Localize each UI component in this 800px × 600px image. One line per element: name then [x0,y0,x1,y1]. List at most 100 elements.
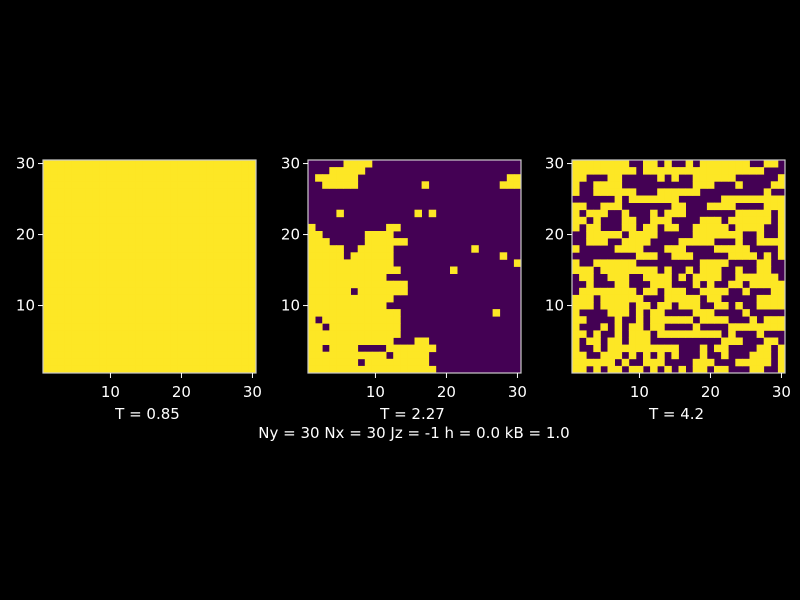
heatmap-cell [149,167,157,175]
heatmap-cell [121,287,129,296]
heatmap-cell [671,344,679,353]
heatmap-cell [64,330,72,338]
heatmap-cell [156,216,165,225]
heatmap-cell [721,174,729,182]
heatmap-cell [156,287,165,296]
heatmap-cell [777,216,786,225]
heatmap-cell [192,231,200,239]
heatmap-cell [308,223,316,232]
heatmap-cell [350,344,359,353]
heatmap-cell [329,302,337,310]
heatmap-cell [241,266,250,274]
heatmap-cell [756,365,765,374]
heatmap-cell [71,337,79,345]
heatmap-cell [621,309,630,317]
heatmap-cell [650,223,658,232]
heatmap-cell [213,223,221,232]
heatmap-cell [177,280,186,289]
heatmap-cell [371,252,380,260]
heatmap-cell [336,181,344,189]
heatmap-cell [386,287,394,296]
heatmap-cell [114,216,122,225]
heatmap-cell [106,160,115,168]
heatmap-cell [92,316,101,324]
heatmap-cell [714,316,722,324]
heatmap-cell [628,266,637,274]
heatmap-cell [728,330,736,338]
heatmap-cell [156,266,165,274]
heatmap-cell [336,280,344,289]
heatmap-cell [135,216,143,225]
heatmap-cell [71,174,79,182]
heatmap-cell [579,216,587,225]
heatmap-cell [135,358,143,367]
heatmap-cell [170,351,179,360]
heatmap-cell [227,188,236,196]
heatmap-cell [78,344,86,353]
heatmap-cell [329,316,337,324]
heatmap-cell [99,245,108,253]
heatmap-cell [336,167,344,175]
heatmap-cell [213,365,221,374]
heatmap-cell [163,337,172,345]
heatmap-cell [685,316,694,324]
heatmap-cell [343,266,351,274]
heatmap-cell [735,223,743,232]
heatmap-cell [177,316,186,324]
heatmap-cell [213,181,221,189]
heatmap-cell [614,294,623,303]
heatmap-cell [777,209,786,218]
heatmap-cell [135,174,143,182]
heatmap-cell [234,231,243,239]
heatmap-cell [92,181,101,189]
heatmap-cell [364,302,373,310]
heatmap-cell [121,245,129,253]
heatmap-cell [248,259,257,267]
heatmap-cell [192,245,200,253]
heatmap-cell [428,365,437,374]
heatmap-cell [128,273,136,282]
heatmap-cell [329,358,337,367]
heatmap-cell [336,351,344,360]
heatmap-cell [227,266,236,274]
heatmap-cell [234,188,243,196]
heatmap-cell [742,216,750,225]
heatmap-cell [248,174,257,182]
heatmap-cell [206,266,214,274]
heatmap-cell [99,167,108,175]
heatmap-cell [64,316,72,324]
heatmap-cell [234,330,243,338]
heatmap-cell [85,330,94,338]
heatmap-cell [650,167,658,175]
heatmap-cell [379,238,387,246]
heatmap-cell [114,316,122,324]
heatmap-cell [50,181,58,189]
heatmap-cell [156,160,165,168]
heatmap-cell [163,302,172,310]
heatmap-cell [621,188,630,196]
heatmap-cell [206,344,214,353]
heatmap-cell [379,259,387,267]
heatmap-cell [142,287,150,296]
heatmap-cell [57,316,65,324]
heatmap-cell [128,209,136,218]
heatmap-cell [135,287,143,296]
heatmap-frame [42,159,257,374]
heatmap-cell [199,330,207,338]
heatmap-cell [206,202,214,211]
heatmap-cell [350,259,359,267]
heatmap-cell [64,266,72,274]
heatmap-cell [728,202,736,211]
heatmap-cell [678,302,686,310]
heatmap-cell [177,231,186,239]
heatmap-cell [163,188,172,196]
heatmap-cell [85,365,94,374]
heatmap-cell [513,259,522,267]
heatmap-cell [343,344,351,353]
heatmap-cell [607,266,615,274]
heatmap-cell [142,195,150,203]
heatmap-cell [92,174,101,182]
heatmap-cell [572,181,580,189]
heatmap-cell [735,167,743,175]
